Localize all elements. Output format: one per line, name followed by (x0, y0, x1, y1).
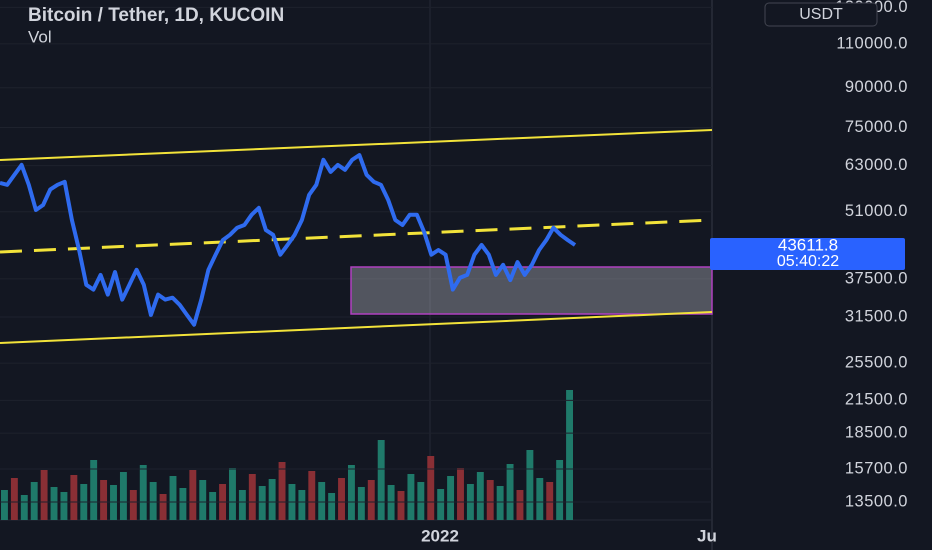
volume-bar (258, 486, 266, 520)
volume-bar (50, 487, 58, 520)
price-line (0, 153, 577, 327)
volume-bar (506, 464, 514, 520)
volume-bar (427, 456, 435, 520)
volume-bar (437, 489, 445, 520)
zone-box (350, 266, 713, 315)
volume-bar (546, 482, 554, 520)
volume-bar (268, 479, 276, 520)
volume-bar (496, 486, 504, 520)
volume-bar (90, 460, 98, 520)
currency-label[interactable]: USDT (799, 6, 843, 23)
y-tick-label: 15700.0 (845, 459, 908, 477)
volume-bar (397, 491, 405, 520)
y-tick-label: 31500.0 (845, 307, 908, 325)
volume-bar (129, 490, 137, 520)
volume-bar (199, 480, 207, 520)
y-tick-label: 75000.0 (845, 118, 908, 136)
volume-bar (278, 462, 286, 520)
y-tick-label: 110000.0 (836, 34, 908, 52)
volume-bar (110, 485, 117, 520)
volume-bar (229, 468, 236, 520)
volume-bar (169, 476, 177, 520)
volume-bar (357, 487, 365, 520)
volume-bar (318, 482, 326, 520)
countdown: 05:40:22 (777, 253, 839, 270)
y-tick-label: 25500.0 (845, 353, 908, 371)
volume-bar (556, 460, 564, 520)
channel-top (0, 129, 713, 161)
volume-bar (417, 482, 425, 520)
last-price: 43611.8 (778, 235, 838, 254)
volume-bar (139, 465, 147, 520)
y-tick-label: 51000.0 (845, 202, 908, 220)
volume-bar (536, 478, 544, 520)
grid (0, 6, 712, 503)
y-tick-label: 21500.0 (845, 391, 908, 409)
volume-bar (10, 478, 18, 520)
volume-bar (526, 450, 534, 520)
volume-bar (30, 482, 38, 520)
volume-bar (248, 474, 256, 520)
price-axis: 130000.0110000.090000.075000.063000.0510… (835, 0, 908, 510)
volume-bar (377, 440, 385, 520)
price-line-group (0, 153, 577, 327)
volume-bar (308, 471, 316, 520)
currency-button[interactable] (764, 2, 878, 27)
volume-bar (407, 474, 415, 520)
volume-bar (457, 468, 464, 520)
y-tick-label: 37500.0 (845, 269, 908, 287)
volume-bar (119, 472, 127, 520)
volume-bar (476, 472, 484, 520)
channel-mid (0, 218, 713, 254)
volume-bar (179, 488, 187, 520)
volume-bar (238, 490, 246, 520)
volume-bar (40, 470, 48, 520)
volume-bar (298, 490, 306, 520)
volume-bar (347, 465, 355, 520)
chart-title: Bitcoin / Tether, 1D, KUCOIN (28, 5, 284, 26)
volume-bar (159, 494, 167, 520)
volume-bar (209, 492, 217, 520)
channel-bottom (0, 311, 713, 344)
volume-bar (20, 495, 28, 520)
y-tick-label: 90000.0 (845, 78, 908, 96)
volume-bar (328, 493, 336, 520)
volume-bar (1, 490, 8, 520)
y-tick-label: 18500.0 (845, 424, 908, 442)
volume-bar (70, 475, 78, 520)
y-tick-label: 13500.0 (845, 492, 908, 510)
volume-bar (338, 478, 345, 520)
volume-bar (60, 492, 68, 520)
volume-bar (387, 485, 395, 520)
volume-bar (447, 476, 455, 520)
last-price-badge (710, 238, 905, 270)
volume-bar (516, 490, 524, 520)
volume-bar (367, 480, 375, 520)
volume-bar (566, 390, 573, 520)
volume-bar (149, 482, 157, 520)
volume-label: Vol (28, 27, 52, 46)
x-tick-label: 2022 (421, 526, 459, 545)
x-tick-label: Ju (697, 526, 717, 545)
volume-bar (189, 470, 197, 520)
volume-bar (486, 480, 494, 520)
y-tick-label: 63000.0 (845, 156, 908, 174)
volume-bar (100, 480, 108, 520)
